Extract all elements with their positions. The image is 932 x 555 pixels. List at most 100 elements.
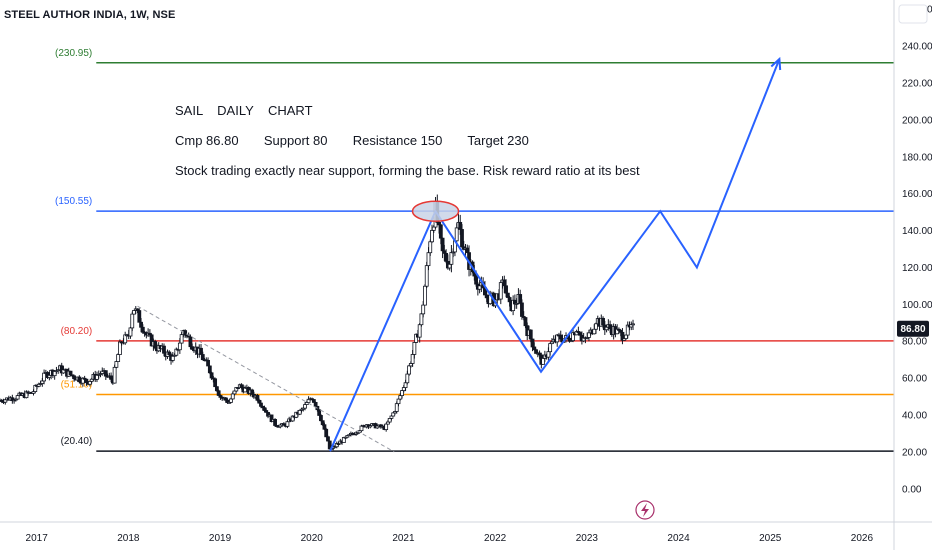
candlesticks	[0, 194, 635, 451]
candle-body	[317, 409, 322, 416]
candle-body	[431, 226, 436, 231]
candle-body	[477, 285, 482, 290]
candle-body	[170, 355, 175, 361]
candle-body	[68, 370, 73, 376]
x-tick-label: 2026	[851, 533, 874, 544]
candle-body	[42, 372, 46, 382]
candle-body	[400, 390, 404, 397]
candle-body	[139, 321, 143, 328]
candle-body	[140, 326, 145, 333]
candle-body	[631, 323, 635, 326]
y-tick-label: 60.00	[902, 374, 927, 385]
candle-body	[507, 297, 512, 303]
x-tick-label: 2020	[301, 533, 324, 544]
candle-body	[303, 404, 307, 409]
projection-path	[329, 56, 782, 452]
candle-body	[460, 229, 464, 248]
y-tick-label: 20.00	[902, 447, 927, 458]
candle-body	[137, 310, 142, 323]
candle-body	[447, 263, 452, 269]
candle-body	[77, 376, 82, 383]
candle-body	[250, 389, 255, 395]
candle-body	[412, 342, 417, 355]
candle-body	[578, 332, 583, 336]
candle-body	[213, 378, 218, 388]
y-tick-label: 40.00	[902, 411, 927, 422]
candle-body	[454, 227, 459, 242]
candle-body	[326, 436, 330, 442]
candle-body	[426, 252, 431, 267]
candle-body	[403, 382, 408, 388]
candle-body	[417, 324, 422, 338]
candle-body	[424, 265, 429, 287]
candle-body	[541, 358, 546, 365]
candle-body	[313, 402, 318, 407]
symbol-header: STEEL AUTHOR INDIA, 1W, NSE	[4, 9, 176, 21]
candle-body	[84, 378, 89, 383]
candle-body	[109, 375, 113, 380]
x-tick-label: 2021	[392, 533, 415, 544]
candle-body	[273, 419, 277, 426]
tradingview-logo-icon[interactable]	[898, 4, 928, 24]
y-tick-label: 80.00	[902, 337, 927, 348]
candle-body	[587, 332, 591, 338]
y-tick-label: 120.00	[902, 263, 932, 274]
candle-body	[190, 346, 195, 350]
candle-body	[558, 334, 563, 340]
candle-body	[528, 329, 533, 340]
y-tick-label: 0.00	[902, 484, 922, 495]
level-label-target: (230.95)	[55, 48, 92, 59]
x-tick-label: 2018	[117, 533, 140, 544]
candle-body	[430, 229, 434, 243]
y-tick-label: 200.00	[902, 115, 932, 126]
highlight-ellipse	[411, 200, 460, 222]
candle-body	[405, 373, 410, 384]
horizontal-levels: (230.95) (150.55) (80.20) (51.10) (20.40)	[55, 48, 894, 452]
candle-body	[505, 292, 510, 298]
candle-body	[232, 390, 237, 395]
candle-body	[410, 354, 415, 364]
candle-body	[401, 387, 406, 391]
candle-body	[384, 423, 389, 430]
x-tick-label: 2019	[209, 533, 232, 544]
candle-body	[320, 420, 325, 426]
candle-body	[504, 285, 508, 294]
candle-body	[423, 285, 427, 306]
candle-body	[216, 390, 221, 396]
x-tick-label: 2024	[667, 533, 690, 544]
y-tick-label: 220.00	[902, 79, 932, 90]
candle-body	[592, 328, 597, 335]
x-tick-label: 2025	[759, 533, 782, 544]
candle-body	[230, 393, 235, 400]
candle-body	[394, 403, 399, 412]
candle-body	[130, 313, 135, 329]
x-tick-label: 2022	[484, 533, 507, 544]
candle-body	[322, 424, 327, 430]
candle-body	[52, 370, 57, 377]
candle-body	[546, 351, 551, 358]
candle-body	[262, 407, 267, 411]
level-label-base: (20.40)	[61, 436, 93, 447]
lightning-icon-bolt	[641, 503, 649, 517]
candle-body	[419, 313, 424, 326]
candle-body	[103, 370, 108, 377]
candle-body	[259, 402, 263, 407]
candle-body	[88, 381, 92, 385]
candle-body	[255, 394, 260, 401]
candle-body	[179, 334, 184, 344]
level-label-support: (80.20)	[61, 326, 93, 337]
candle-body	[177, 342, 182, 351]
candle-body	[112, 366, 117, 384]
y-tick-label: 180.00	[902, 152, 932, 163]
candle-body	[128, 327, 133, 337]
projection-arrowhead	[770, 56, 782, 71]
lightning-icon[interactable]	[635, 500, 655, 520]
candle-body	[285, 421, 290, 427]
y-tick-label: 100.00	[902, 300, 932, 311]
candle-body	[132, 310, 136, 315]
candle-body	[311, 399, 316, 403]
candle-body	[214, 386, 219, 392]
